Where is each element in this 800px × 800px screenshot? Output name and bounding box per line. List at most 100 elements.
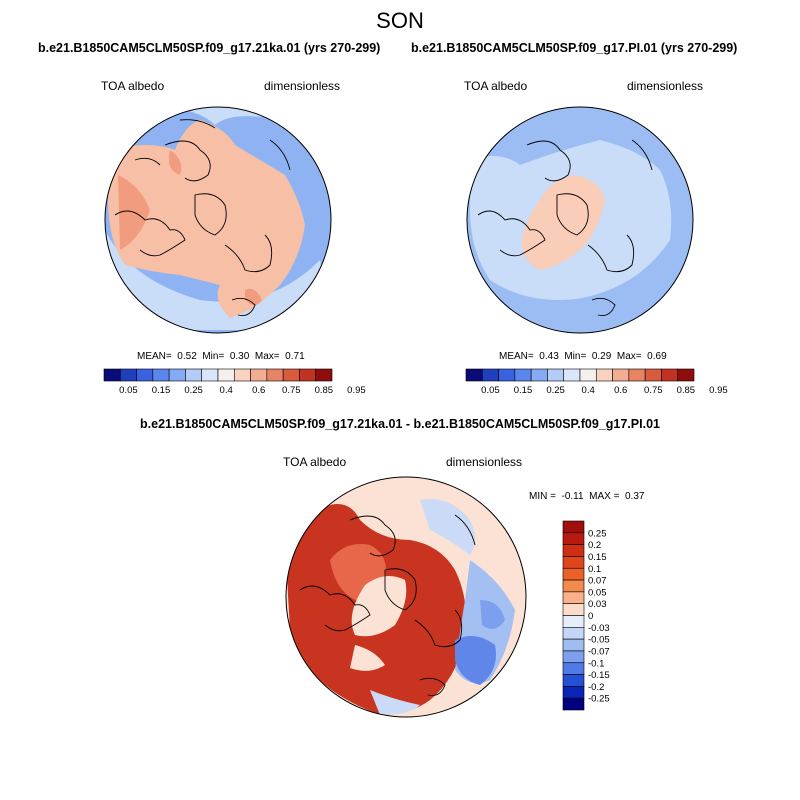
colorbar-tick-label: 0.25	[184, 385, 203, 396]
colorbar-box	[233, 368, 251, 382]
colorbar-box	[299, 368, 317, 382]
colorbar-tick-label: 0.1	[588, 564, 601, 575]
colorbar-tick-label: -0.05	[588, 635, 610, 646]
colorbar-tick-label: -0.25	[588, 694, 610, 705]
colorbar-box	[661, 368, 679, 382]
colorbar-box	[562, 650, 585, 664]
colorbar-box	[562, 615, 585, 628]
panel3-variable: TOA albedo	[283, 455, 347, 469]
panel1-stats: MEAN= 0.52 Min= 0.30 Max= 0.71	[137, 351, 305, 362]
max-label: Max=	[254, 351, 280, 362]
colorbar-tick-label: 0.4	[582, 385, 595, 396]
panel2-units: dimensionless	[627, 79, 704, 93]
min-label: Min=	[202, 351, 225, 362]
max-value: 0.69	[647, 351, 667, 362]
colorbar-box	[136, 368, 154, 382]
colorbar-box	[562, 697, 585, 711]
colorbar-box	[562, 603, 585, 616]
colorbar-box	[217, 368, 235, 382]
colorbar-box	[562, 638, 585, 652]
max-label: Max=	[616, 351, 642, 362]
max-value: 0.71	[285, 351, 305, 362]
colorbar-tick-label: 0.2	[588, 540, 601, 551]
colorbar-box	[612, 368, 630, 382]
colorbar-tick-label: 0.6	[614, 385, 627, 396]
colorbar-box	[562, 674, 585, 687]
colorbar-box	[562, 544, 585, 557]
mean-value: 0.52	[177, 351, 197, 362]
colorbar-box	[514, 368, 532, 382]
colorbar-tick-label: 0.15	[514, 385, 533, 396]
colorbar-box	[103, 368, 121, 382]
colorbar-box	[562, 627, 585, 640]
colorbar-box	[481, 368, 499, 382]
map-pi	[467, 107, 693, 333]
colorbar-box	[595, 368, 613, 382]
colorbar-tick-label: 0.85	[315, 385, 334, 396]
colorbar-tick-label: 0.05	[119, 385, 138, 396]
colorbar-tick-label: 0.25	[588, 528, 607, 539]
map1-border	[104, 106, 332, 334]
colorbar-panel2: 0.05 0.15 0.25 0.4 0.6 0.75 0.85 0.95	[465, 368, 728, 396]
mean-value: 0.43	[539, 351, 559, 362]
colorbar-box	[562, 591, 585, 604]
colorbar-box	[562, 556, 585, 569]
panel3-stats: MIN = -0.11 MAX = 0.37	[529, 491, 644, 502]
map2-border	[466, 106, 694, 334]
colorbar-tick-label: 0.05	[588, 587, 607, 598]
colorbar-box	[152, 368, 170, 382]
map-difference	[286, 477, 526, 717]
max-value: 0.37	[625, 491, 645, 502]
colorbar-box	[628, 368, 646, 382]
colorbar-tick-label: -0.07	[588, 646, 610, 657]
colorbar-box	[315, 368, 333, 382]
colorbar-box	[530, 368, 548, 382]
colorbar-tick-label: 0.15	[588, 552, 607, 563]
panel3-units: dimensionless	[446, 455, 523, 469]
min-value: 0.30	[229, 351, 250, 362]
mean-label: MEAN=	[137, 351, 172, 362]
colorbar-tick-label: 0.6	[252, 385, 265, 396]
colorbar-box	[282, 368, 300, 382]
colorbar-box	[644, 368, 662, 382]
colorbar-box	[579, 368, 597, 382]
colorbar-box	[562, 662, 585, 675]
colorbar-tick-label: 0.05	[481, 385, 500, 396]
colorbar-tick-label: 0.07	[588, 576, 607, 587]
colorbar-box	[168, 368, 186, 382]
colorbar-box	[562, 532, 585, 545]
max-label: MAX =	[589, 491, 620, 502]
colorbar-box	[562, 686, 585, 699]
colorbar-panel3: 0.250.20.150.10.070.050.030-0.03-0.05-0.…	[562, 520, 610, 711]
colorbar-tick-label: 0.85	[677, 385, 696, 396]
colorbar-box	[465, 368, 483, 382]
min-label: MIN =	[529, 491, 556, 502]
panel2-title: b.e21.B1850CAM5CLM50SP.f09_g17.PI.01 (yr…	[411, 41, 738, 55]
panel2-stats: MEAN= 0.43 Min= 0.29 Max= 0.69	[499, 351, 667, 362]
colorbar-box	[498, 368, 516, 382]
colorbar-box	[119, 368, 137, 382]
panel3-title: b.e21.B1850CAM5CLM50SP.f09_g17.21ka.01 -…	[140, 417, 660, 431]
colorbar-tick-label: -0.2	[588, 682, 604, 693]
colorbar-box	[201, 368, 219, 382]
season-title: SON	[376, 8, 424, 33]
colorbar-box	[185, 368, 203, 382]
colorbar-box	[250, 368, 268, 382]
colorbar-tick-label: 0.75	[282, 385, 301, 396]
colorbar-box	[562, 520, 585, 534]
min-label: Min=	[564, 351, 587, 362]
map3-border	[285, 476, 527, 718]
colorbar-box	[266, 368, 284, 382]
colorbar-tick-label: 0.75	[644, 385, 663, 396]
colorbar-tick-label: 0.15	[152, 385, 171, 396]
panel1-units: dimensionless	[264, 79, 341, 93]
colorbar-tick-label: 0.25	[546, 385, 565, 396]
colorbar-box	[563, 368, 581, 382]
colorbar-tick-label: 0.95	[709, 385, 728, 396]
colorbar-tick-label: 0.95	[347, 385, 366, 396]
colorbar-tick-label: 0.03	[588, 599, 607, 610]
map-21ka	[105, 107, 331, 333]
colorbar-box	[547, 368, 565, 382]
panel1-variable: TOA albedo	[101, 79, 165, 93]
colorbar-tick-label: 0.4	[220, 385, 233, 396]
